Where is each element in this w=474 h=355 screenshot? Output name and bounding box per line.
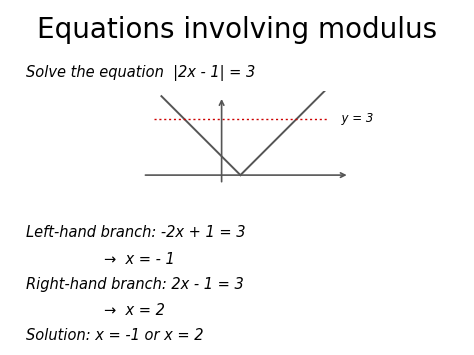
Text: Equations involving modulus: Equations involving modulus [37, 16, 437, 44]
Text: y = 3: y = 3 [335, 112, 374, 125]
Text: →  x = - 1: → x = - 1 [104, 252, 175, 267]
Text: Left-hand branch: -2x + 1 = 3: Left-hand branch: -2x + 1 = 3 [26, 225, 246, 240]
Text: Solution: x = -1 or x = 2: Solution: x = -1 or x = 2 [26, 328, 203, 343]
Text: Solve the equation  |2x - 1| = 3: Solve the equation |2x - 1| = 3 [26, 65, 255, 81]
Text: Right-hand branch: 2x - 1 = 3: Right-hand branch: 2x - 1 = 3 [26, 277, 244, 291]
Text: →  x = 2: → x = 2 [104, 303, 165, 318]
